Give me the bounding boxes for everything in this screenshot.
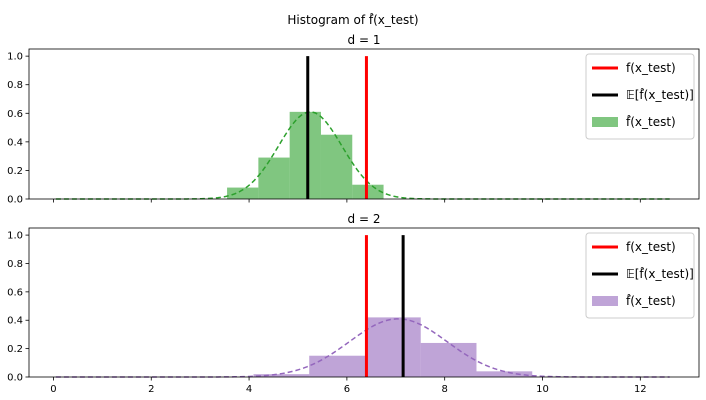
- histogram-bar: [364, 317, 421, 377]
- y-tick-label: 0.6: [7, 287, 23, 298]
- histogram-bar: [309, 355, 365, 377]
- axes-frame: [28, 48, 700, 200]
- axes-frame: [28, 227, 700, 378]
- histogram-bar: [420, 342, 477, 377]
- subplot-2: d = 2 0.0 0.2 0.4 0.6 0.8 1.0 0 2 4 6 8 10 12 f(x_test…: [7, 212, 700, 395]
- y-tick-label: 0.0: [7, 373, 23, 384]
- subplot-1: d = 1 0.0 0.2 0.4 0.6 0.8 1.0 f(x_test) 𝔼[f̂(x_t…: [7, 33, 700, 206]
- legend-true-label: f(x_test): [626, 61, 676, 75]
- x-tick-label: 8: [442, 384, 448, 395]
- x-tick-label: 10: [536, 384, 549, 395]
- histogram-bar: [227, 187, 259, 199]
- y-tick-label: 1.0: [7, 231, 23, 242]
- subplot-title: d = 2: [348, 212, 381, 226]
- x-tick-label: 6: [344, 384, 350, 395]
- x-tick-label: 4: [246, 384, 252, 395]
- y-tick-label: 0.8: [7, 80, 23, 91]
- y-tick-label: 0.2: [7, 344, 23, 355]
- histogram-bar: [320, 134, 353, 199]
- legend: f(x_test) 𝔼[f̂(x_test)] f̂(x_test): [585, 232, 695, 319]
- histogram-bar: [476, 371, 533, 377]
- legend-hist-label: f̂(x_test): [626, 115, 676, 129]
- legend-true-label: f(x_test): [626, 240, 676, 254]
- y-tick-label: 0.4: [7, 316, 23, 327]
- legend-expected-label: 𝔼[f̂(x_test)]: [626, 267, 694, 281]
- legend: f(x_test) 𝔼[f̂(x_test)] f̂(x_test): [585, 53, 695, 140]
- x-tick-label: 0: [50, 384, 56, 395]
- histogram-bar: [289, 111, 321, 199]
- x-tick-label: 12: [634, 384, 647, 395]
- y-tick-label: 0.2: [7, 166, 23, 177]
- density-curve: [55, 111, 670, 200]
- y-tick-label: 1.0: [7, 52, 23, 63]
- y-tick-label: 0.6: [7, 109, 23, 120]
- y-tick-label: 0.0: [7, 195, 23, 206]
- legend-hist-label: f̂(x_test): [626, 294, 676, 308]
- histogram-bar: [253, 374, 310, 377]
- y-tick-label: 0.8: [7, 259, 23, 270]
- legend-expected-label: 𝔼[f̂(x_test)]: [626, 88, 694, 102]
- subplot-title: d = 1: [348, 33, 381, 47]
- y-tick-label: 0.4: [7, 137, 23, 148]
- histogram-bar: [258, 157, 290, 199]
- legend-hist-swatch: [592, 296, 618, 306]
- legend-hist-swatch: [592, 117, 618, 127]
- figure-suptitle: Histogram of f̂(x_test): [287, 13, 418, 27]
- x-tick-label: 2: [148, 384, 154, 395]
